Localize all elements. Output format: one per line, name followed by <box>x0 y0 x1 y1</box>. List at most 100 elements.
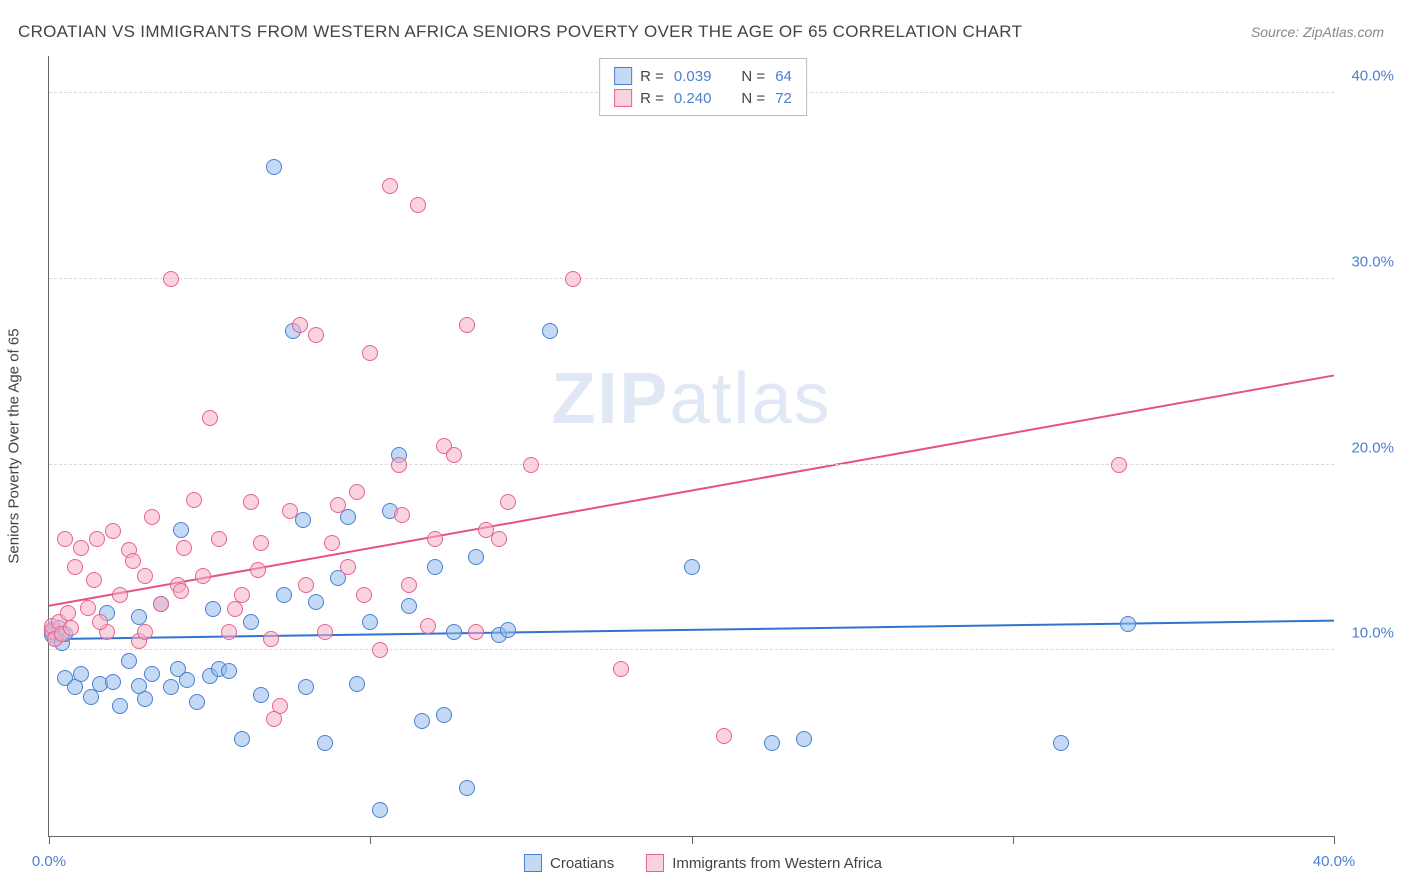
scatter-point <box>105 674 121 690</box>
scatter-point <box>163 679 179 695</box>
scatter-point <box>105 523 121 539</box>
legend-label: Immigrants from Western Africa <box>672 855 882 872</box>
scatter-point <box>1111 457 1127 473</box>
scatter-point <box>491 531 507 547</box>
scatter-point <box>764 735 780 751</box>
gridline <box>49 464 1334 465</box>
scatter-point <box>427 559 443 575</box>
y-axis-label: Seniors Poverty Over the Age of 65 <box>6 328 23 563</box>
scatter-point <box>372 642 388 658</box>
scatter-point <box>112 587 128 603</box>
scatter-point <box>362 345 378 361</box>
scatter-point <box>356 587 372 603</box>
stats-legend-row: R = 0.039 N = 64 <box>614 65 792 87</box>
n-label: N = <box>741 90 765 107</box>
scatter-point <box>253 535 269 551</box>
scatter-point <box>308 327 324 343</box>
scatter-point <box>459 780 475 796</box>
scatter-point <box>330 497 346 513</box>
scatter-point <box>67 559 83 575</box>
scatter-point <box>391 457 407 473</box>
scatter-point <box>63 620 79 636</box>
scatter-point <box>298 577 314 593</box>
stats-legend: R = 0.039 N = 64 R = 0.240 N = 72 <box>599 58 807 116</box>
n-value: 64 <box>775 68 792 85</box>
chart-title: CROATIAN VS IMMIGRANTS FROM WESTERN AFRI… <box>18 22 1022 42</box>
scatter-point <box>349 676 365 692</box>
legend-swatch <box>614 67 632 85</box>
scatter-point <box>89 531 105 547</box>
scatter-point <box>234 587 250 603</box>
scatter-point <box>173 583 189 599</box>
scatter-point <box>401 577 417 593</box>
r-label: R = <box>640 68 664 85</box>
scatter-point <box>243 494 259 510</box>
scatter-point <box>153 596 169 612</box>
scatter-point <box>243 614 259 630</box>
trend-lines-svg <box>49 56 1334 836</box>
scatter-point <box>1120 616 1136 632</box>
scatter-point <box>282 503 298 519</box>
legend-swatch <box>614 89 632 107</box>
scatter-point <box>189 694 205 710</box>
legend-label: Croatians <box>550 855 614 872</box>
scatter-point <box>382 178 398 194</box>
scatter-point <box>468 624 484 640</box>
n-value: 72 <box>775 90 792 107</box>
n-label: N = <box>741 68 765 85</box>
scatter-point <box>394 507 410 523</box>
x-tick <box>692 836 693 844</box>
scatter-point <box>298 679 314 695</box>
scatter-point <box>613 661 629 677</box>
r-value: 0.039 <box>674 68 712 85</box>
scatter-point <box>410 197 426 213</box>
scatter-point <box>112 698 128 714</box>
scatter-point <box>253 687 269 703</box>
scatter-point <box>523 457 539 473</box>
scatter-point <box>205 601 221 617</box>
scatter-point <box>500 494 516 510</box>
scatter-point <box>57 531 73 547</box>
scatter-point <box>684 559 700 575</box>
scatter-point <box>362 614 378 630</box>
scatter-point <box>266 711 282 727</box>
r-label: R = <box>640 90 664 107</box>
source-attribution: Source: ZipAtlas.com <box>1251 24 1384 40</box>
scatter-point <box>227 601 243 617</box>
scatter-point <box>202 410 218 426</box>
scatter-point <box>446 624 462 640</box>
scatter-point <box>459 317 475 333</box>
scatter-point <box>716 728 732 744</box>
scatter-point <box>266 159 282 175</box>
scatter-point <box>186 492 202 508</box>
scatter-point <box>276 587 292 603</box>
scatter-point <box>73 666 89 682</box>
scatter-point <box>420 618 436 634</box>
legend-item: Immigrants from Western Africa <box>646 854 882 872</box>
scatter-point <box>179 672 195 688</box>
y-tick-label: 20.0% <box>1342 439 1394 456</box>
scatter-point <box>221 663 237 679</box>
r-value: 0.240 <box>674 90 712 107</box>
scatter-point <box>446 447 462 463</box>
x-tick <box>1013 836 1014 844</box>
scatter-point <box>317 624 333 640</box>
x-tick-label: 0.0% <box>32 853 66 870</box>
scatter-point <box>542 323 558 339</box>
series-legend: Croatians Immigrants from Western Africa <box>524 854 882 872</box>
y-tick-label: 40.0% <box>1342 68 1394 85</box>
scatter-point <box>500 622 516 638</box>
scatter-point <box>401 598 417 614</box>
stats-legend-row: R = 0.240 N = 72 <box>614 87 792 109</box>
scatter-point <box>92 614 108 630</box>
scatter-point <box>176 540 192 556</box>
scatter-point <box>137 568 153 584</box>
x-tick <box>49 836 50 844</box>
scatter-point <box>73 540 89 556</box>
scatter-point <box>173 522 189 538</box>
scatter-point <box>121 653 137 669</box>
scatter-point <box>324 535 340 551</box>
scatter-point <box>137 624 153 640</box>
trend-line <box>49 621 1334 640</box>
gridline <box>49 278 1334 279</box>
